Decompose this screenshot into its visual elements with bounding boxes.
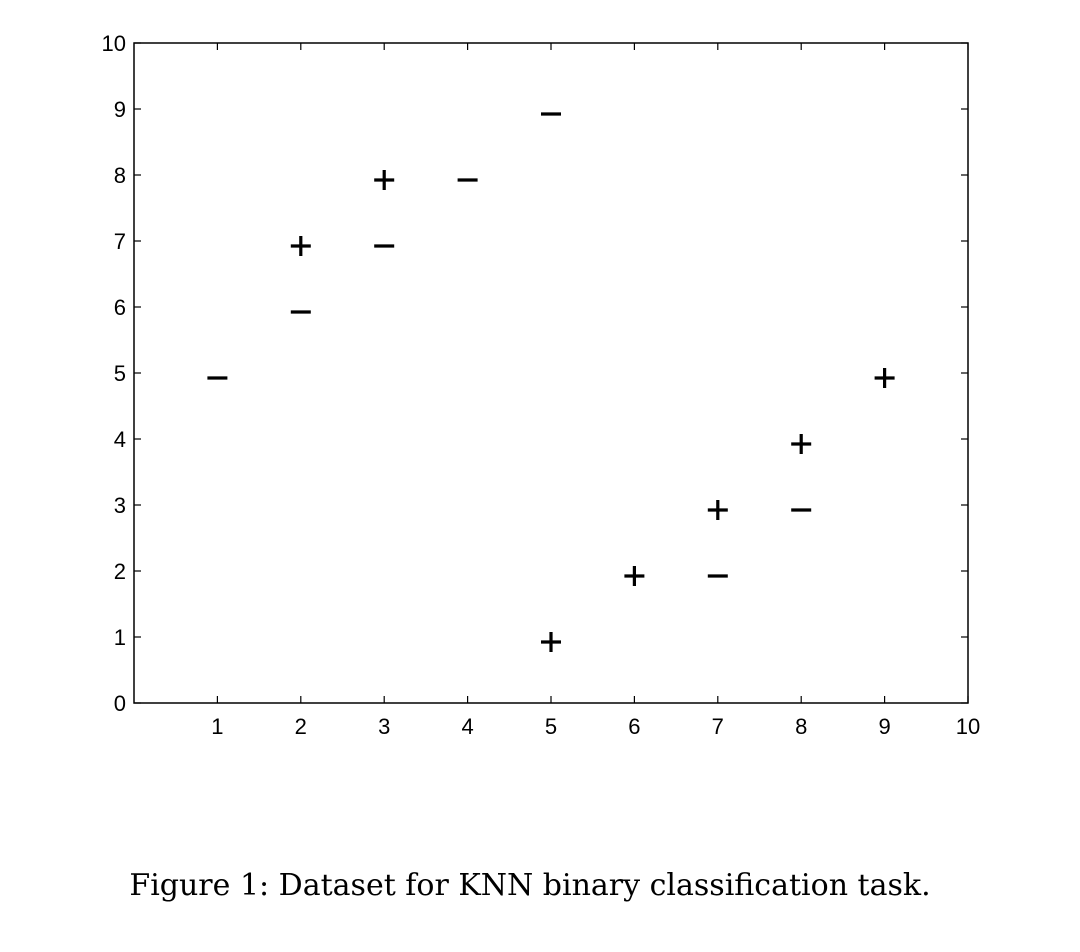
figure-caption: Figure 1: Dataset for KNN binary classif… — [129, 868, 931, 903]
y-tick-label: 0 — [114, 691, 126, 716]
plot-area-frame — [133, 42, 969, 704]
y-tick-label: 6 — [114, 295, 126, 320]
y-tick-label: 5 — [114, 361, 126, 386]
y-tick-label: 7 — [114, 229, 126, 254]
x-tick-label: 2 — [295, 714, 307, 739]
x-tick-label: 3 — [378, 714, 390, 739]
x-tick-label: 4 — [461, 714, 473, 739]
x-tick-label: 8 — [795, 714, 807, 739]
y-tick-label: 9 — [114, 97, 126, 122]
tick-marks — [134, 42, 969, 704]
y-tick-label: 1 — [114, 625, 126, 650]
x-tick-label: 5 — [545, 714, 557, 739]
plus-marker — [707, 500, 728, 520]
data-points — [207, 112, 895, 652]
x-tick-label: 10 — [956, 714, 980, 739]
x-tick-label: 9 — [878, 714, 890, 739]
y-tick-label: 3 — [114, 493, 126, 518]
y-tick-label: 2 — [114, 559, 126, 584]
x-tick-label: 7 — [712, 714, 724, 739]
x-axis-tick-labels: 1 2 3 4 5 6 7 8 9 10 — [211, 714, 980, 739]
y-tick-label: 10 — [102, 31, 126, 56]
y-tick-label: 8 — [114, 163, 126, 188]
plus-marker — [290, 236, 311, 256]
plus-marker — [541, 632, 561, 652]
plus-marker — [874, 368, 895, 388]
plus-marker — [791, 434, 812, 454]
x-tick-label: 6 — [628, 714, 640, 739]
x-tick-label: 1 — [211, 714, 223, 739]
plus-marker — [624, 566, 645, 586]
plus-marker — [374, 170, 395, 190]
y-axis-tick-labels: 0 1 2 3 4 5 6 7 8 9 10 — [102, 31, 126, 716]
y-tick-label: 4 — [114, 427, 126, 452]
